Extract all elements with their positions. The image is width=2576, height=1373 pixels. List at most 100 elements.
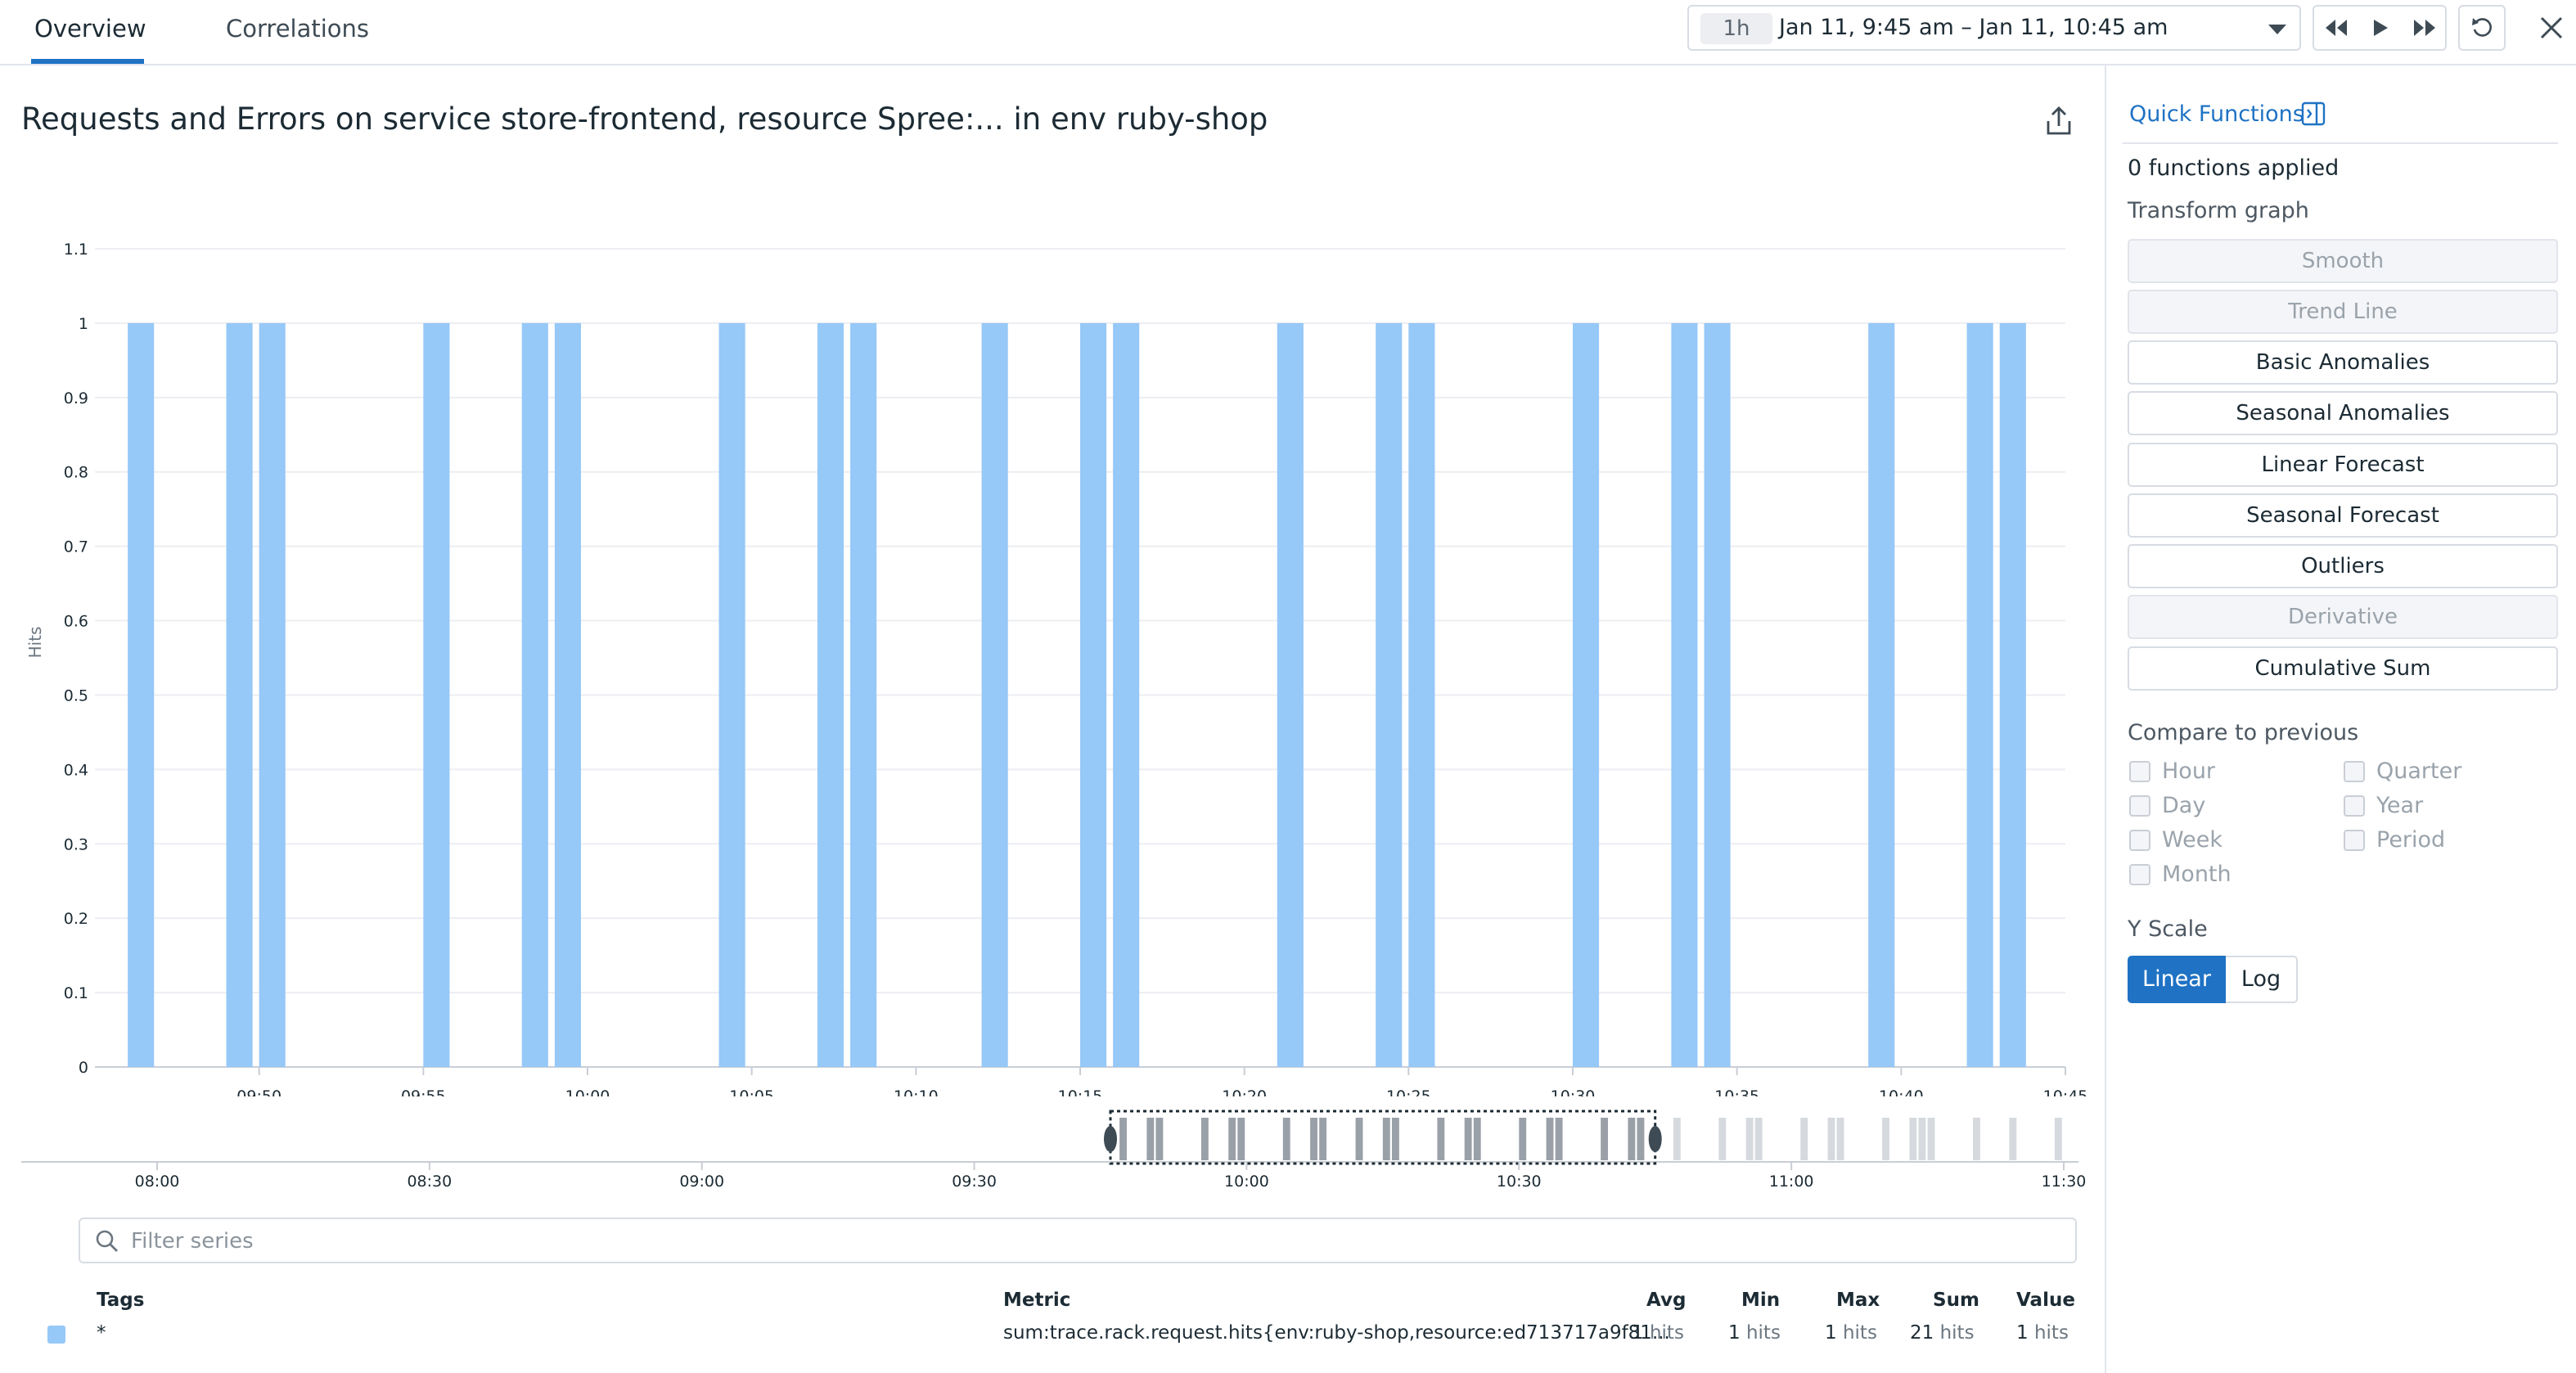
min-value: 1 xyxy=(1728,1322,1741,1344)
overview-x-tick-label: 11:30 xyxy=(2042,1173,2087,1191)
hits-bar-chart[interactable]: 00.10.20.30.40.50.60.70.80.911.1 09:50 09… xyxy=(0,229,2095,1096)
x-tick-label: 10:10 xyxy=(894,1087,939,1096)
overview-bar xyxy=(1319,1118,1327,1160)
checkbox-box[interactable] xyxy=(2129,761,2150,782)
x-tick-label: 09:55 xyxy=(401,1087,446,1096)
checkbox-box[interactable] xyxy=(2344,795,2365,817)
legend-row-value: 1 hits xyxy=(2016,1322,2069,1344)
overview-bar xyxy=(1282,1118,1290,1160)
tab-overview[interactable]: Overview xyxy=(34,15,146,43)
overview-bars xyxy=(1119,1118,2062,1160)
chevron-down-icon[interactable] xyxy=(2268,25,2286,34)
linear-forecast-button[interactable]: Linear Forecast xyxy=(2128,443,2558,487)
close-button[interactable] xyxy=(2532,8,2571,47)
legend-header-min[interactable]: Min xyxy=(1741,1290,1781,1311)
legend-header-avg[interactable]: Avg xyxy=(1646,1290,1687,1311)
legend-header-max[interactable]: Max xyxy=(1836,1290,1880,1311)
checkbox-box[interactable] xyxy=(2344,761,2365,782)
hits-bar xyxy=(1868,322,1895,1068)
search-icon xyxy=(96,1230,118,1252)
overview-bar xyxy=(1382,1118,1390,1160)
legend-row-metric[interactable]: sum:trace.rack.request.hits{env:ruby-sho… xyxy=(1003,1322,1670,1344)
overview-bar xyxy=(1155,1118,1164,1160)
functions-applied-count: 0 functions applied xyxy=(2128,155,2340,181)
overview-x-tick-label: 09:00 xyxy=(679,1173,724,1191)
compare-week-label: Week xyxy=(2162,827,2222,853)
filter-series-input[interactable] xyxy=(131,1222,2062,1260)
series-color-swatch[interactable] xyxy=(47,1326,65,1344)
y-scale-log-button[interactable]: Log xyxy=(2226,956,2298,1003)
compare-hour-label: Hour xyxy=(2162,759,2216,784)
seasonal-anomalies-button[interactable]: Seasonal Anomalies xyxy=(2128,391,2558,435)
hits-bar xyxy=(817,322,844,1068)
time-range-picker[interactable]: 1h Jan 11, 9:45 am – Jan 11, 10:45 am xyxy=(1687,5,2301,51)
y-tick-label: 0.7 xyxy=(64,538,88,556)
legend-row-tags: * xyxy=(97,1322,106,1344)
cumulative-sum-button[interactable]: Cumulative Sum xyxy=(2128,646,2558,691)
rewind-button[interactable] xyxy=(2314,7,2358,49)
checkbox-box[interactable] xyxy=(2129,795,2150,817)
overview-bar xyxy=(1519,1118,1527,1160)
overview-selection-window[interactable] xyxy=(1104,1110,1662,1165)
time-range-text[interactable]: Jan 11, 9:45 am – Jan 11, 10:45 am xyxy=(1779,15,2168,40)
y-axis-ticks: 0 0.1 0.2 0.3 0.4 0.5 0.6 0.7 0.8 0.9 1 1.1 xyxy=(64,241,88,1077)
checkbox-box[interactable] xyxy=(2344,830,2365,851)
play-button[interactable] xyxy=(2358,7,2403,49)
legend-header-value[interactable]: Value xyxy=(2016,1290,2075,1311)
outliers-button[interactable]: Outliers xyxy=(2128,544,2558,588)
y-scale-linear-button[interactable]: Linear xyxy=(2128,956,2226,1003)
y-tick-label: 0.1 xyxy=(64,984,88,1002)
panel-toggle-icon[interactable] xyxy=(2301,101,2326,126)
rewind-icon xyxy=(2326,20,2347,36)
hits-bar xyxy=(718,322,745,1068)
compare-to-previous-label: Compare to previous xyxy=(2128,720,2359,745)
filter-series-box[interactable] xyxy=(79,1218,2077,1263)
overview-bar xyxy=(1391,1118,1399,1160)
overview-x-tick-label: 10:00 xyxy=(1224,1173,1269,1191)
derivative-button[interactable]: Derivative xyxy=(2128,595,2558,639)
compare-quarter-label: Quarter xyxy=(2376,759,2462,784)
overview-bar xyxy=(1673,1118,1681,1160)
hits-bar xyxy=(1671,322,1698,1068)
overview-bar xyxy=(1310,1118,1317,1160)
hits-bar xyxy=(226,322,253,1068)
overview-bar xyxy=(1473,1118,1481,1160)
legend-header-sum[interactable]: Sum xyxy=(1933,1290,1979,1311)
x-tick-label: 10:20 xyxy=(1222,1087,1267,1096)
hits-bar xyxy=(554,322,581,1068)
play-icon xyxy=(2374,20,2388,36)
overview-bar xyxy=(1745,1118,1754,1160)
checkbox-box[interactable] xyxy=(2129,830,2150,851)
legend-header-metric[interactable]: Metric xyxy=(1003,1290,1071,1311)
x-tick-label: 10:25 xyxy=(1386,1087,1431,1096)
y-tick-label: 0.6 xyxy=(64,613,88,631)
smooth-button[interactable]: Smooth xyxy=(2128,239,2558,283)
trend-line-button[interactable]: Trend Line xyxy=(2128,290,2558,334)
x-tick-label: 10:35 xyxy=(1714,1087,1759,1096)
fast-forward-icon xyxy=(2414,20,2435,36)
legend-row-min: 1 hits xyxy=(1728,1322,1781,1344)
x-axis-ticks: 09:50 09:55 10:00 10:05 10:10 10:15 10:20 10:25… xyxy=(236,1067,2087,1096)
max-unit: hits xyxy=(1842,1322,1877,1344)
selection-handle-left xyxy=(1104,1126,1117,1152)
hits-bar xyxy=(1408,322,1435,1068)
refresh-button[interactable] xyxy=(2458,5,2506,51)
overview-bar xyxy=(1464,1118,1472,1160)
hits-bar xyxy=(1113,322,1140,1068)
quick-functions-title[interactable]: Quick Functions xyxy=(2129,101,2304,127)
overview-timeline[interactable]: 08:00 08:30 09:00 09:30 10:00 10:30 11:00 11:30 xyxy=(0,1105,2095,1195)
time-navigation-group xyxy=(2313,5,2447,51)
basic-anomalies-button[interactable]: Basic Anomalies xyxy=(2128,340,2558,385)
overview-x-tick-label: 11:00 xyxy=(1769,1173,1814,1191)
legend-header-tags[interactable]: Tags xyxy=(97,1290,145,1311)
overview-bar xyxy=(1718,1118,1727,1160)
tab-correlations[interactable]: Correlations xyxy=(226,15,370,43)
seasonal-forecast-button[interactable]: Seasonal Forecast xyxy=(2128,493,2558,538)
export-button[interactable] xyxy=(2042,105,2075,137)
refresh-icon xyxy=(2472,18,2492,37)
overview-bar xyxy=(1437,1118,1445,1160)
fast-forward-button[interactable] xyxy=(2403,7,2447,49)
overview-bar xyxy=(1836,1118,1844,1160)
checkbox-box[interactable] xyxy=(2129,864,2150,885)
overview-bar xyxy=(1119,1118,1127,1160)
